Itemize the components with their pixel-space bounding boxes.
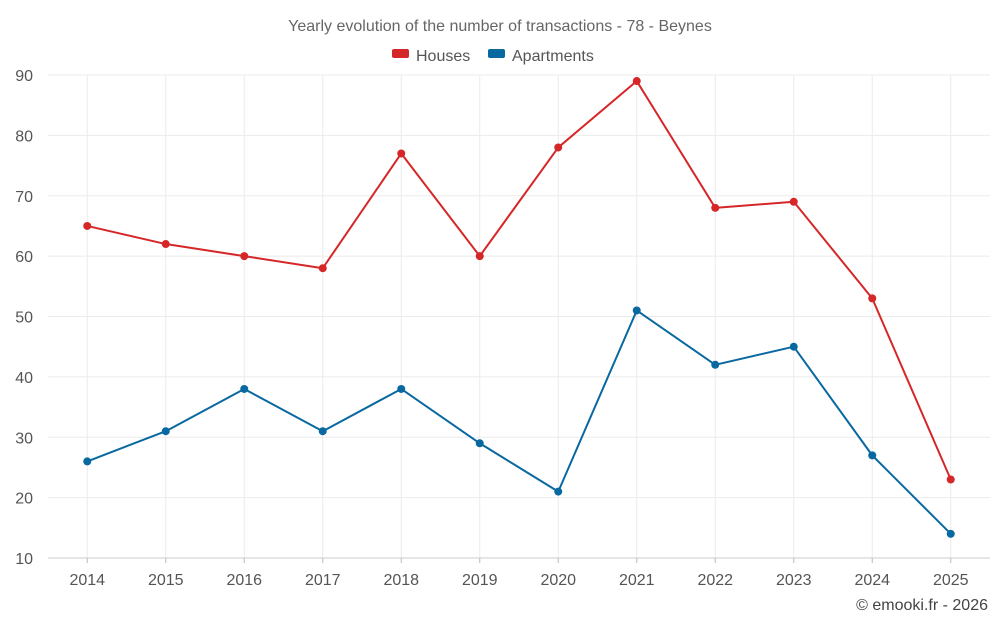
y-axis: 10 20 30 40 50 60 70 80 90 xyxy=(15,68,33,568)
y-tick-label-50: 50 xyxy=(15,310,33,327)
data-point-houses-2018[interactable] xyxy=(397,149,406,158)
data-point-houses-2021[interactable] xyxy=(632,77,641,86)
y-tick-label-10: 10 xyxy=(15,551,33,568)
data-point-apartments-2024[interactable] xyxy=(868,451,877,460)
data-point-houses-2019[interactable] xyxy=(475,252,484,261)
data-point-houses-2015[interactable] xyxy=(161,240,170,249)
data-point-apartments-2017[interactable] xyxy=(318,427,327,436)
chart-title: Yearly evolution of the number of transa… xyxy=(288,18,712,35)
legend-item-apartments[interactable]: Apartments xyxy=(488,48,594,65)
legend-swatch-apartments xyxy=(488,49,505,58)
legend-swatch-houses xyxy=(392,49,409,58)
data-series xyxy=(83,77,955,538)
y-tick-label-80: 80 xyxy=(15,128,33,145)
y-tick-label-40: 40 xyxy=(15,370,33,387)
data-point-apartments-2021[interactable] xyxy=(632,306,641,315)
x-tick-label-2015: 2015 xyxy=(148,572,184,589)
y-tick-label-60: 60 xyxy=(15,249,33,266)
data-point-apartments-2014[interactable] xyxy=(83,457,92,466)
x-tick-label-2018: 2018 xyxy=(383,572,419,589)
data-point-houses-2025[interactable] xyxy=(946,475,955,484)
x-tick-label-2022: 2022 xyxy=(697,572,733,589)
x-tick-label-2016: 2016 xyxy=(226,572,262,589)
y-tick-label-20: 20 xyxy=(15,491,33,508)
series-line-houses xyxy=(87,80,952,480)
data-point-apartments-2020[interactable] xyxy=(554,487,563,496)
gridlines xyxy=(48,74,990,558)
legend-label-apartments: Apartments xyxy=(512,48,594,65)
data-point-houses-2020[interactable] xyxy=(554,143,563,152)
y-tick-label-70: 70 xyxy=(15,189,33,206)
data-point-apartments-2023[interactable] xyxy=(789,342,798,351)
x-axis: 2014 2015 2016 2017 2018 2019 2020 2021 2022 2023… xyxy=(48,557,990,589)
data-point-houses-2014[interactable] xyxy=(83,221,92,230)
y-tick-label-30: 30 xyxy=(15,430,33,447)
legend: Houses Apartments xyxy=(392,48,594,65)
y-tick-label-90: 90 xyxy=(15,68,33,85)
data-point-apartments-2025[interactable] xyxy=(946,529,955,538)
x-tick-label-2021: 2021 xyxy=(619,572,655,589)
data-point-houses-2024[interactable] xyxy=(868,294,877,303)
data-point-houses-2016[interactable] xyxy=(240,252,249,261)
x-tick-label-2025: 2025 xyxy=(933,572,969,589)
credit-text: © emooki.fr - 2026 xyxy=(856,597,988,614)
data-point-houses-2022[interactable] xyxy=(711,203,720,212)
legend-item-houses[interactable]: Houses xyxy=(392,48,470,65)
data-point-apartments-2016[interactable] xyxy=(240,384,249,393)
data-point-apartments-2019[interactable] xyxy=(475,439,484,448)
x-tick-label-2019: 2019 xyxy=(462,572,498,589)
x-tick-label-2014: 2014 xyxy=(69,572,105,589)
x-tick-label-2017: 2017 xyxy=(305,572,341,589)
legend-label-houses: Houses xyxy=(416,48,470,65)
data-point-apartments-2015[interactable] xyxy=(161,427,170,436)
x-tick-label-2020: 2020 xyxy=(540,572,576,589)
data-point-houses-2017[interactable] xyxy=(318,264,327,273)
data-point-apartments-2022[interactable] xyxy=(711,360,720,369)
series-line-apartments xyxy=(86,309,952,535)
x-tick-label-2024: 2024 xyxy=(854,572,890,589)
data-point-houses-2023[interactable] xyxy=(789,197,798,206)
x-tick-label-2023: 2023 xyxy=(776,572,812,589)
data-point-apartments-2018[interactable] xyxy=(397,384,406,393)
